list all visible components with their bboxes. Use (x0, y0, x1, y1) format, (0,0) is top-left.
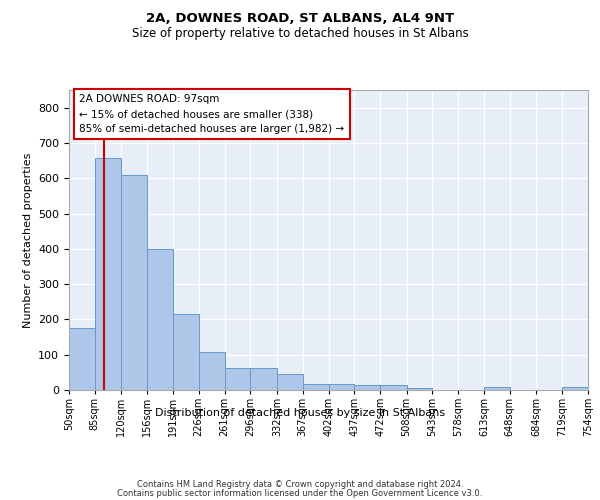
Bar (380, 386, 407, 390)
Text: Distribution of detached houses by size in St Albans: Distribution of detached houses by size … (155, 408, 445, 418)
Bar (250, 368, 277, 390)
Bar (355, 384, 380, 390)
Text: 2A DOWNES ROAD: 97sqm
← 15% of detached houses are smaller (338)
85% of semi-det: 2A DOWNES ROAD: 97sqm ← 15% of detached … (79, 94, 344, 134)
Bar (224, 368, 250, 390)
Bar (302, 384, 329, 390)
Bar (277, 374, 302, 390)
Bar (484, 387, 510, 390)
Text: Contains public sector information licensed under the Open Government Licence v3: Contains public sector information licen… (118, 488, 482, 498)
Bar (407, 388, 433, 390)
Bar (173, 314, 199, 390)
Bar (69, 328, 95, 390)
Bar (95, 158, 121, 390)
Text: Contains HM Land Registry data © Crown copyright and database right 2024.: Contains HM Land Registry data © Crown c… (137, 480, 463, 489)
Bar (329, 384, 355, 390)
Text: 2A, DOWNES ROAD, ST ALBANS, AL4 9NT: 2A, DOWNES ROAD, ST ALBANS, AL4 9NT (146, 12, 454, 26)
Bar (147, 249, 173, 390)
Y-axis label: Number of detached properties: Number of detached properties (23, 152, 32, 328)
Text: Size of property relative to detached houses in St Albans: Size of property relative to detached ho… (131, 28, 469, 40)
Bar (199, 352, 224, 390)
Bar (562, 387, 588, 390)
Bar (121, 176, 147, 390)
